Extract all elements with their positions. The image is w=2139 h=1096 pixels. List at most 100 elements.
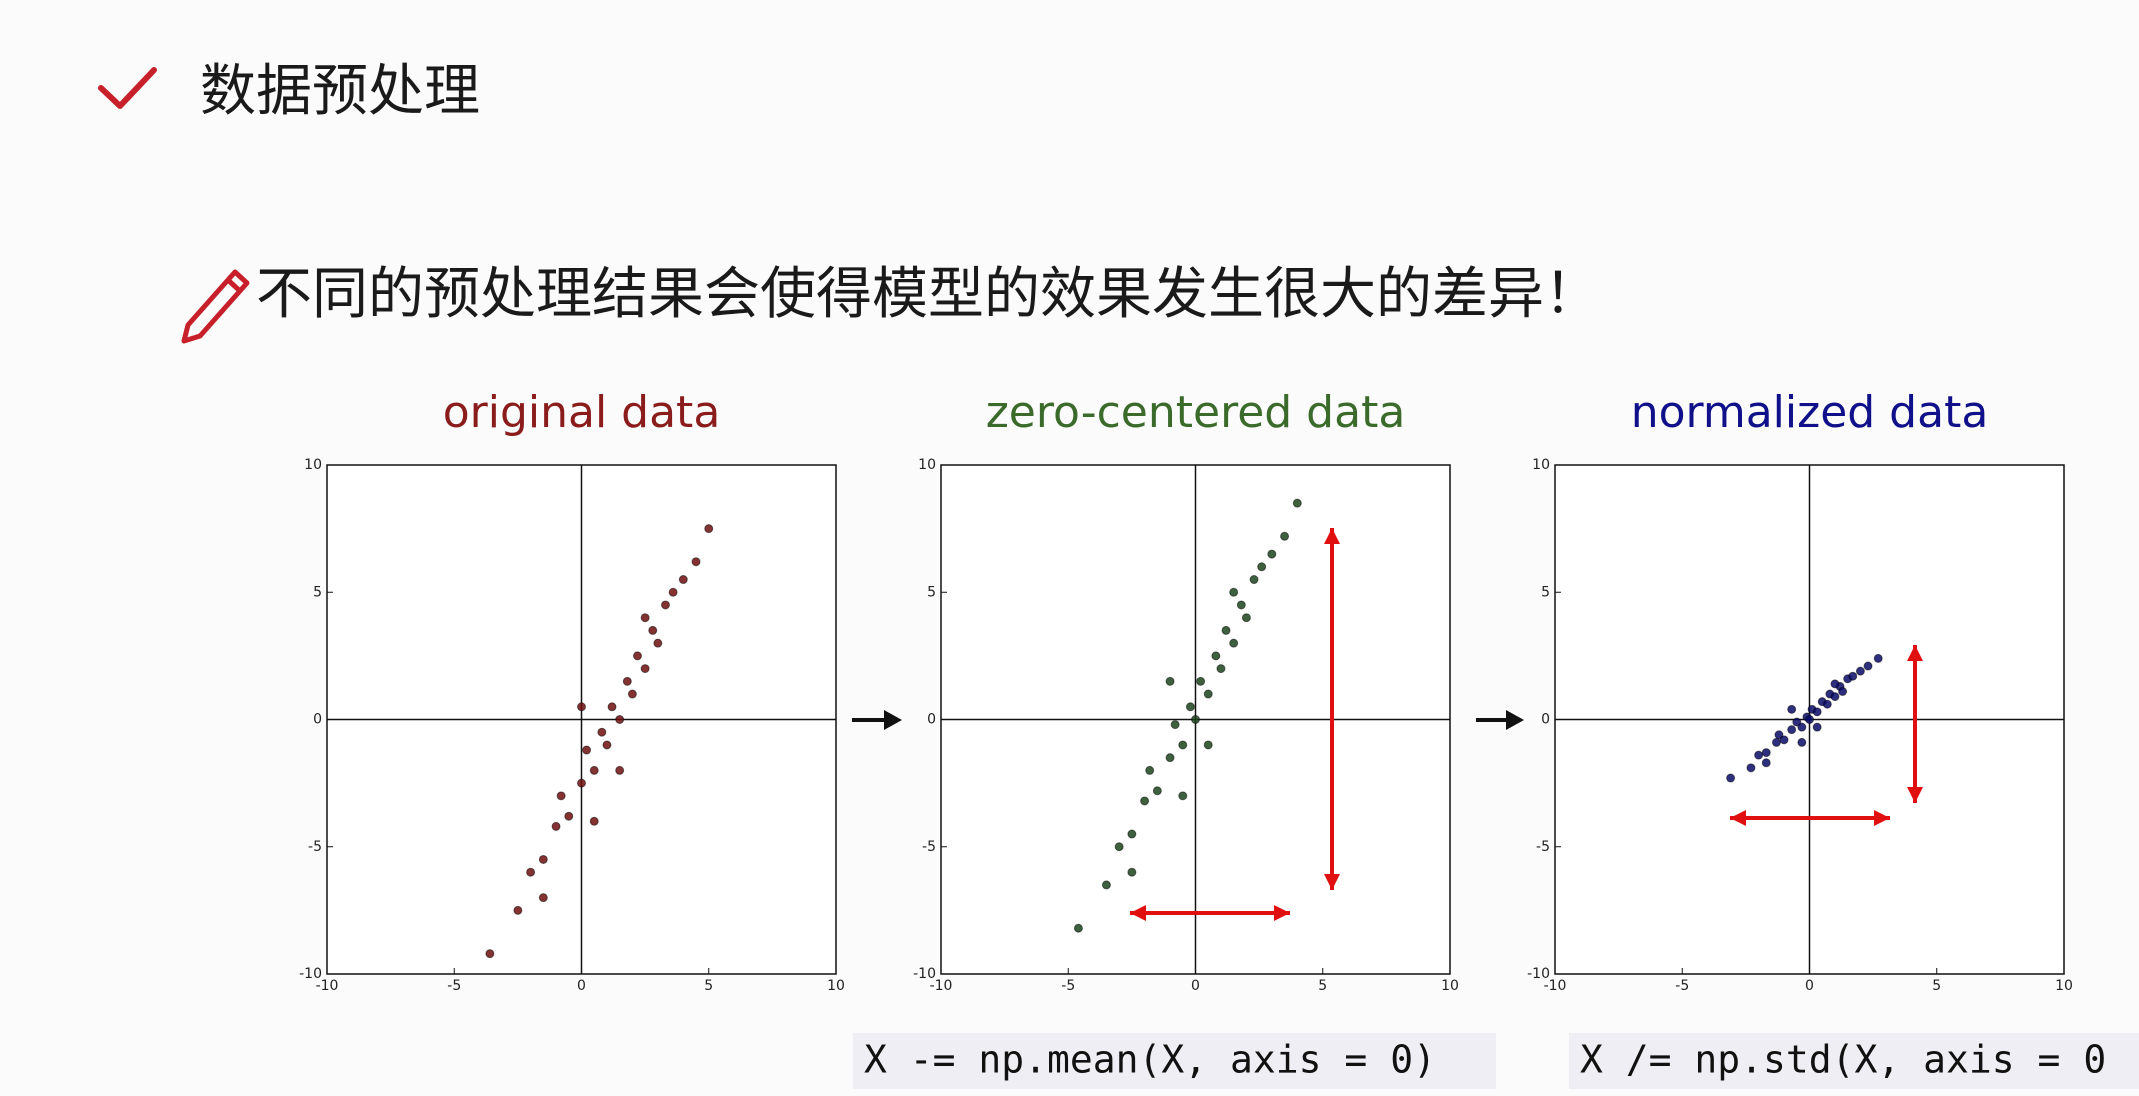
x-tick-label: 10	[1441, 978, 1459, 994]
scatter-point	[615, 765, 625, 775]
scatter-point	[577, 702, 586, 712]
scatter-point	[1761, 758, 1771, 768]
scatter-point	[1196, 676, 1206, 686]
scatter-point	[589, 816, 599, 826]
x-tick-label: 5	[1318, 978, 1327, 994]
x-tick-label: 10	[827, 978, 845, 994]
scatter-point	[1203, 689, 1213, 699]
scatter-point	[1292, 498, 1302, 508]
scatter-point	[1873, 653, 1883, 663]
scatter-point	[597, 727, 607, 737]
scatter-point	[1779, 735, 1789, 745]
y-tick-label: -5	[308, 839, 322, 855]
scatter-point	[526, 867, 536, 877]
scatter-point	[1229, 587, 1239, 597]
y-tick-label: 5	[313, 584, 322, 600]
arrow-head	[1324, 528, 1340, 544]
arrow-head	[1324, 874, 1340, 890]
y-tick-label: -10	[913, 966, 936, 982]
x-tick-label: -10	[930, 978, 953, 994]
scatter-point	[653, 638, 663, 648]
scatter-point	[1805, 715, 1814, 724]
arrow-head	[1274, 905, 1290, 921]
scatter-point	[1838, 687, 1848, 697]
scatter-point	[1191, 715, 1200, 724]
x-tick-label: -5	[1675, 978, 1689, 994]
x-tick-label: 0	[1805, 978, 1814, 994]
scatter-point	[1726, 773, 1736, 783]
scatter-point	[551, 821, 561, 831]
x-tick-label: -10	[1544, 978, 1567, 994]
scatter-point	[1249, 575, 1259, 585]
y-tick-label: 0	[313, 712, 322, 728]
scatter-point	[1830, 679, 1840, 689]
scatter-point	[691, 557, 701, 567]
scatter-point	[1863, 661, 1873, 671]
scatter-point	[1127, 829, 1137, 839]
scatter-point	[1830, 692, 1840, 702]
arrow-head	[1130, 905, 1146, 921]
pencil-icon	[181, 269, 250, 344]
scatter-point	[627, 689, 637, 699]
scatter-point	[589, 765, 599, 775]
scatter-point	[1203, 740, 1213, 750]
x-tick-label: -5	[1061, 978, 1075, 994]
scatter-point	[704, 524, 714, 534]
scatter-point	[582, 745, 592, 755]
scatter-point	[564, 811, 574, 821]
arrow-head	[1730, 810, 1746, 826]
y-tick-label: -10	[299, 966, 322, 982]
scatter-point	[615, 715, 625, 724]
scatter-point	[1114, 842, 1124, 852]
scatter-point	[632, 651, 642, 661]
check-icon	[98, 67, 157, 109]
code-box	[853, 1033, 1496, 1089]
x-tick-label: 5	[1932, 978, 1941, 994]
scatter-point	[1178, 740, 1188, 750]
scatter-point	[1761, 748, 1771, 758]
y-tick-label: 10	[304, 457, 322, 473]
subtitle: 不同的预处理结果会使得模型的效果发生很大的差异！	[256, 262, 1600, 327]
y-tick-label: 5	[1541, 584, 1550, 600]
scatter-point	[1787, 725, 1797, 735]
scatter-point	[622, 676, 632, 686]
y-tick-label: -5	[922, 839, 936, 855]
x-tick-label: 5	[704, 978, 713, 994]
scatter-point	[1145, 765, 1155, 775]
scatter-point	[1812, 722, 1822, 732]
scatter-point	[607, 702, 617, 712]
scatter-point	[1073, 923, 1083, 933]
scatter-point	[485, 949, 495, 959]
y-tick-label: -5	[1536, 839, 1550, 855]
scatter-point	[1165, 676, 1175, 686]
scatter-point	[678, 575, 688, 585]
chart-title: original data	[443, 387, 721, 438]
scatter-point	[1787, 704, 1797, 714]
scatter-point	[513, 905, 523, 915]
y-tick-label: 10	[1532, 457, 1550, 473]
scatter-point	[556, 791, 566, 801]
scatter-point	[1165, 753, 1175, 763]
scatter-point	[1221, 625, 1231, 635]
y-tick-label: -10	[1527, 966, 1550, 982]
code-line: X -= np.mean(X, axis = 0)	[864, 1038, 1436, 1082]
scatter-point	[1101, 880, 1111, 890]
x-tick-label: 0	[577, 978, 586, 994]
scatter-point	[577, 778, 586, 788]
scatter-point	[1812, 707, 1822, 717]
chart-title: normalized data	[1631, 387, 1989, 438]
scatter-point	[1855, 666, 1865, 676]
scatter-point	[1178, 791, 1188, 801]
arrow-head	[1874, 810, 1890, 826]
scatter-point	[1185, 702, 1195, 712]
scatter-point	[668, 587, 678, 597]
code-line: X /= np.std(X, axis = 0	[1580, 1038, 2106, 1082]
y-tick-label: 0	[1541, 712, 1550, 728]
scatter-point	[538, 893, 548, 903]
scatter-point	[1127, 867, 1137, 877]
scatter-point	[1236, 600, 1246, 610]
scatter-point	[1257, 562, 1267, 572]
scatter-point	[1848, 671, 1858, 681]
flow-arrow	[852, 710, 1524, 730]
